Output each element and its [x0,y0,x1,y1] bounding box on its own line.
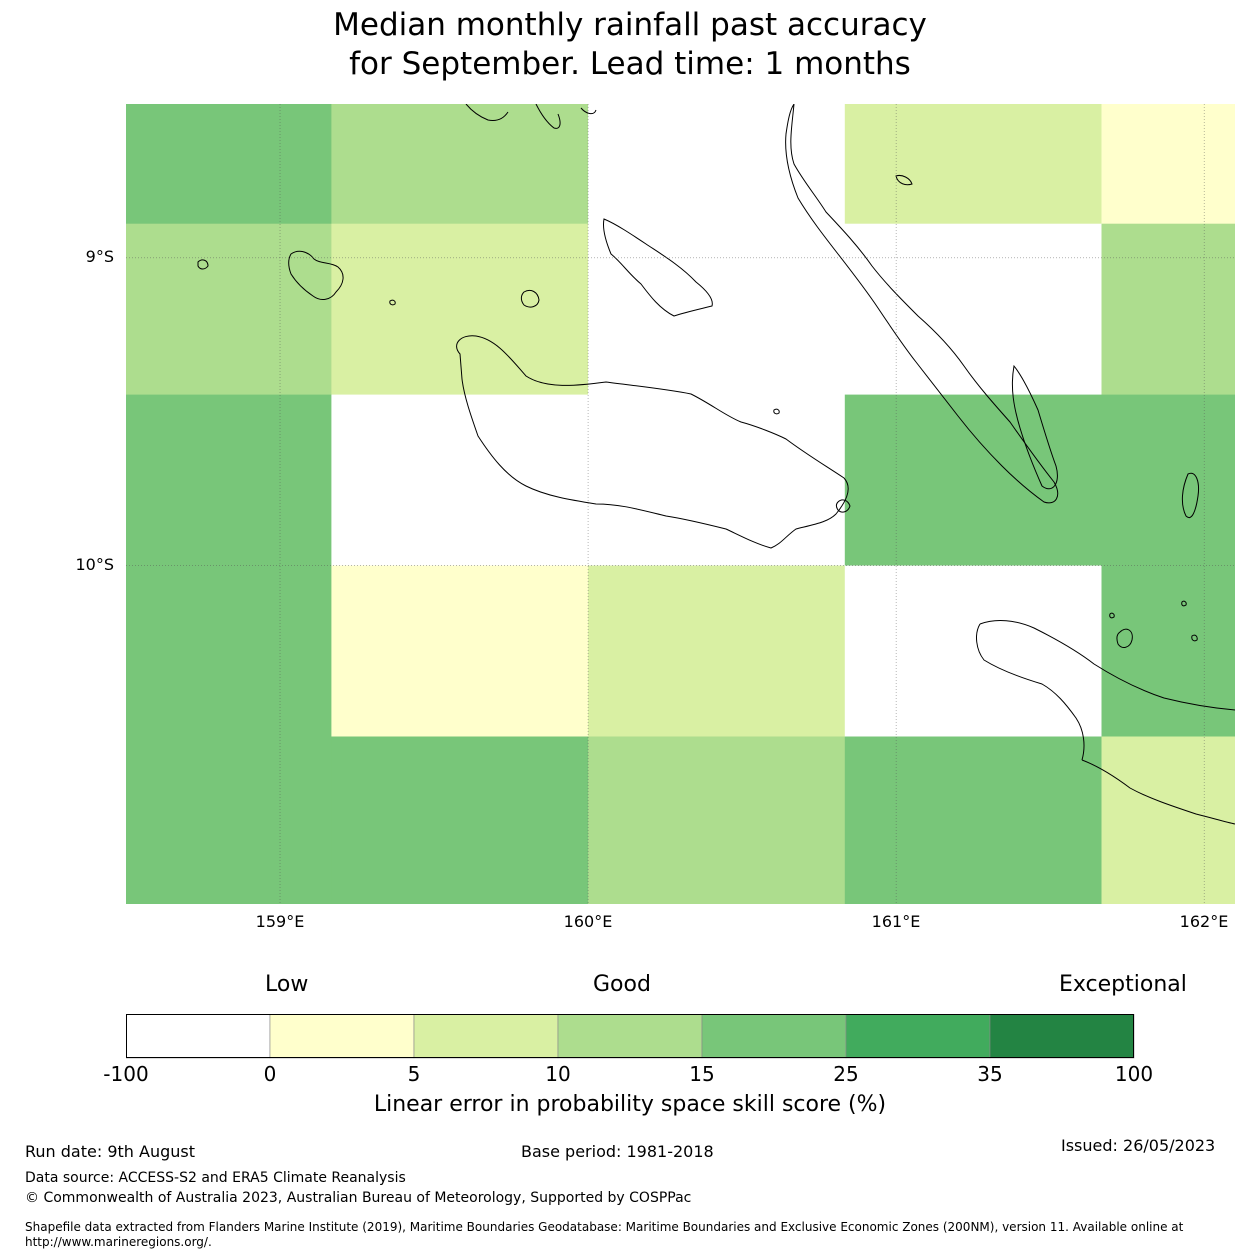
colorbar-good-label: Good [593,972,651,997]
colorbar-swatch-2 [413,1014,559,1059]
coastline-russell-islands [288,250,344,300]
colorbar-swatch-4 [701,1014,847,1059]
colorbar [126,1014,1135,1059]
skill-cell-r2-c0 [126,394,332,567]
colorbar-swatch-5 [845,1014,991,1059]
skill-cells [126,104,1235,904]
skill-cell-r3-c0 [126,565,332,738]
graticule [126,104,1235,904]
skill-cell-r0-c3 [844,104,1103,225]
colorbar-tick-0: -100 [103,1062,149,1086]
skill-cell-r0-c4 [1101,104,1235,225]
lat-label-10s: 10°S [75,555,114,574]
lon-label-161e: 161°E [871,912,921,931]
coastline-three-sisters [1116,628,1133,648]
coastline-makira [976,620,1235,761]
skill-cell-r0-c0 [126,104,332,225]
chart-title: Median monthly rainfall past accuracy fo… [0,6,1260,84]
skill-cell-r2-c1 [331,394,589,567]
colorbar-tick-5: 25 [833,1062,859,1086]
skill-cell-r1-c0 [126,223,332,396]
coastline-makira-south [1081,759,1235,825]
colorbar-swatch-0 [126,1014,271,1059]
issued-date: Issued: 26/05/2023 [1061,1136,1216,1155]
skill-cell-r1-c2 [588,223,846,396]
skill-cell-r2-c3 [844,394,1103,567]
skill-cell-r1-c1 [331,223,589,396]
coastline-maramasike [1011,364,1058,490]
coastline-new-georgia-north [465,104,597,129]
coastline-islet-small-2 [1181,600,1187,607]
skill-cell-r3-c2 [588,565,846,738]
coastline-islet-small-1 [389,299,396,306]
lon-label-159e: 159°E [255,912,305,931]
coastline-islet-west [197,259,209,270]
colorbar-tick-2: 5 [407,1062,421,1086]
colorbar-swatch-1 [269,1014,415,1059]
skill-cell-r3-c3 [844,565,1103,738]
colorbar-low-label: Low [265,972,309,997]
colorbar-tick-7: 100 [1114,1062,1154,1086]
coastline-islet-small-6 [836,499,851,513]
colorbar-tick-6: 35 [977,1062,1003,1086]
coastline-islet-small-5 [773,408,780,415]
copyright: © Commonwealth of Australia 2023, Austra… [25,1190,692,1206]
map-canvas[interactable] [126,104,1235,904]
colorbar-swatch-6 [989,1014,1135,1059]
colorbar-tick-1: 0 [263,1062,277,1086]
skill-cell-r3-c1 [331,565,589,738]
coastline-guadalcanal [456,335,849,549]
data-source: Data source: ACCESS-S2 and ERA5 Climate … [25,1170,406,1186]
coastline-islet-small-7 [895,175,913,186]
coastline-ngella [603,218,713,317]
skill-cell-r0-c2 [588,104,846,225]
coastline-ulawa [1181,472,1199,518]
coastline-islet-small-4 [1109,612,1115,619]
skill-cell-r3-c4 [1101,565,1235,738]
lon-label-160e: 160°E [563,912,613,931]
skill-cell-r1-c4 [1101,223,1235,396]
title-line-1: Median monthly rainfall past accuracy [333,7,927,43]
skill-cell-r4-c1 [331,736,589,904]
coastlines [197,104,1235,825]
coastline-malaita [785,104,1059,504]
colorbar-axis-label: Linear error in probability space skill … [373,1092,887,1117]
skill-cell-r4-c4 [1101,736,1235,904]
shapefile-credit: Shapefile data extracted from Flanders M… [25,1220,1184,1249]
colorbar-tick-4: 15 [689,1062,715,1086]
skill-cell-r0-c1 [331,104,589,225]
title-line-2: for September. Lead time: 1 months [349,46,911,82]
coastline-islet-small-3 [1191,634,1198,642]
colorbar-exceptional-label: Exceptional [1059,972,1187,997]
map-panel[interactable] [126,104,1235,904]
base-period: Base period: 1981-2018 [521,1142,714,1161]
skill-cell-r2-c4 [1101,394,1235,567]
colorbar-tick-3: 10 [545,1062,571,1086]
skill-cell-r1-c3 [844,223,1103,396]
skill-cell-r4-c3 [844,736,1103,904]
lat-label-9s: 9°S [85,247,114,266]
skill-cell-r4-c0 [126,736,332,904]
skill-cell-r2-c2 [588,394,846,567]
colorbar-swatch-3 [557,1014,703,1059]
lon-label-162e: 162°E [1179,912,1229,931]
coastline-savo [520,289,540,308]
skill-cell-r4-c2 [588,736,846,904]
run-date: Run date: 9th August [25,1142,195,1161]
